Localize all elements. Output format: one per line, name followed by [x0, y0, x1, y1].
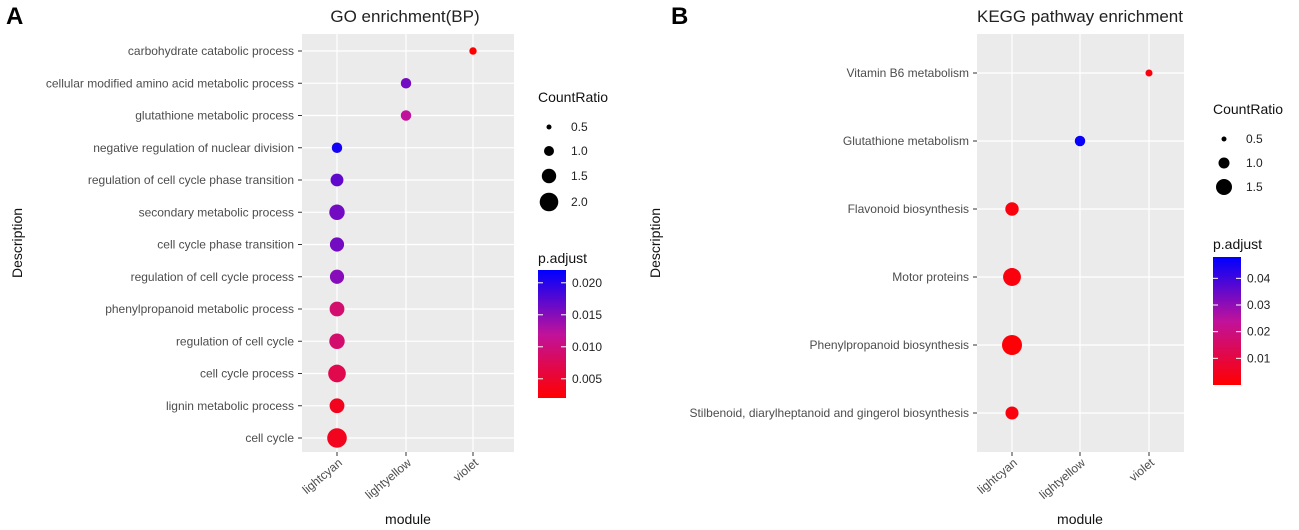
panel-a-x-ticks: lightcyan lightyellow violet — [300, 452, 481, 502]
y-tick-label: lignin metabolic process — [166, 399, 294, 413]
panel-b-size-legend: CountRatio 0.5 1.0 1.5 — [1213, 101, 1283, 195]
panel-a-y-ticks: carbohydrate catabolic process cellular m… — [46, 44, 302, 445]
data-point — [329, 237, 345, 252]
panel-b-size-label: 0.5 — [1246, 132, 1263, 146]
panel-b-y-axis-title: Description — [647, 208, 663, 278]
panel-b-size-label: 1.5 — [1246, 180, 1263, 194]
panel-b-points — [1002, 69, 1153, 420]
panel-a-size-legend: CountRatio 0.5 1.0 1.5 2.0 — [538, 89, 608, 212]
x-tick-label: lightcyan — [300, 456, 345, 497]
y-tick-label: phenylpropanoid metabolic process — [105, 302, 294, 316]
y-tick-label: Motor proteins — [892, 270, 969, 284]
color-bar-label: 0.02 — [1247, 325, 1271, 339]
color-bar-label: 0.010 — [572, 340, 602, 354]
y-tick-label: carbohydrate catabolic process — [128, 44, 294, 58]
color-bar-label: 0.015 — [572, 308, 602, 322]
panel-b-y-ticks: Vitamin B6 metabolism Glutathione metabol… — [689, 66, 977, 420]
panel-b-letter: B — [671, 3, 688, 30]
panel-b-color-bar — [1213, 257, 1241, 385]
panel-a-size-key — [544, 146, 554, 156]
panel-a-size-legend-title: CountRatio — [538, 89, 608, 105]
panel-b-color-legend-title: p.adjust — [1213, 236, 1262, 252]
data-point — [1003, 268, 1021, 286]
panel-a-size-label: 1.5 — [571, 169, 588, 183]
panel-b-size-key — [1216, 179, 1232, 195]
panel-a-x-axis-title: module — [385, 511, 431, 527]
panel-b-size-key — [1218, 157, 1230, 169]
panel-a: A GO enrichment(BP) carbohydrate catabol… — [6, 3, 608, 527]
color-bar-label: 0.03 — [1247, 298, 1271, 312]
x-tick-label: lightcyan — [975, 456, 1020, 497]
panel-a-size-label: 1.0 — [571, 144, 588, 158]
y-tick-label: cell cycle process — [200, 367, 294, 381]
data-point — [329, 333, 345, 349]
y-tick-label: negative regulation of nuclear division — [93, 141, 294, 155]
x-tick-label: lightyellow — [1037, 455, 1089, 502]
panel-a-points — [327, 47, 477, 448]
data-point — [328, 364, 346, 383]
data-point — [331, 142, 343, 153]
data-point — [400, 78, 412, 89]
data-point — [400, 110, 412, 121]
panel-b-title: KEGG pathway enrichment — [977, 7, 1183, 26]
color-bar-label: 0.005 — [572, 372, 602, 386]
panel-b-size-label: 1.0 — [1246, 156, 1263, 170]
panel-a-color-legend: p.adjust 0.005 0.010 0.015 0.020 — [538, 250, 602, 398]
panel-a-color-legend-title: p.adjust — [538, 250, 587, 266]
y-tick-label: regulation of cell cycle process — [131, 270, 294, 284]
panel-b-x-ticks: lightcyan lightyellow violet — [975, 452, 1157, 502]
y-tick-label: Phenylpropanoid biosynthesis — [810, 338, 969, 352]
y-tick-label: Vitamin B6 metabolism — [847, 66, 970, 80]
panel-a-y-axis-title: Description — [9, 208, 25, 278]
panel-b-size-key — [1221, 136, 1227, 142]
y-tick-label: glutathione metabolic process — [135, 109, 294, 123]
panel-b-color-bar-ticks: 0.01 0.02 0.03 0.04 — [1213, 271, 1271, 365]
y-tick-label: regulation of cell cycle — [176, 334, 294, 348]
panel-b-size-legend-title: CountRatio — [1213, 101, 1283, 117]
y-tick-label: secondary metabolic process — [139, 205, 294, 219]
x-tick-label: lightyellow — [363, 455, 415, 502]
panel-a-title: GO enrichment(BP) — [330, 7, 479, 26]
panel-a-color-bar-ticks: 0.005 0.010 0.015 0.020 — [538, 276, 602, 386]
y-tick-label: cell cycle — [245, 431, 294, 445]
data-point — [329, 269, 345, 284]
data-point — [330, 173, 344, 187]
data-point — [1145, 69, 1153, 77]
y-tick-label: cellular modified amino acid metabolic p… — [46, 76, 294, 90]
panel-a-size-label: 2.0 — [571, 195, 588, 209]
data-point — [327, 428, 347, 448]
y-tick-label: Stilbenoid, diarylheptanoid and gingerol… — [689, 406, 969, 420]
data-point — [1002, 335, 1022, 355]
panel-a-size-key — [539, 192, 559, 212]
panel-b: B KEGG pathway enrichment Vitamin B6 met… — [647, 3, 1283, 527]
panel-a-size-key — [541, 168, 557, 184]
x-tick-label: violet — [450, 455, 481, 484]
color-bar-label: 0.01 — [1247, 351, 1271, 365]
y-tick-label: Flavonoid biosynthesis — [848, 202, 969, 216]
panel-a-color-bar — [538, 270, 566, 398]
y-tick-label: Glutathione metabolism — [843, 134, 969, 148]
data-point — [329, 398, 345, 414]
panel-b-color-legend: p.adjust 0.01 0.02 0.03 0.04 — [1213, 236, 1271, 385]
panel-a-size-key — [546, 124, 552, 130]
data-point — [329, 204, 345, 220]
panel-a-size-label: 0.5 — [571, 120, 588, 134]
panel-b-x-axis-title: module — [1057, 511, 1103, 527]
data-point — [1005, 202, 1019, 216]
data-point — [469, 47, 477, 55]
color-bar-label: 0.020 — [572, 276, 602, 290]
data-point — [1005, 406, 1019, 420]
y-tick-label: cell cycle phase transition — [157, 238, 294, 252]
x-tick-label: violet — [1126, 455, 1157, 484]
data-point — [1074, 135, 1086, 147]
panel-a-letter: A — [6, 3, 23, 30]
color-bar-label: 0.04 — [1247, 271, 1271, 285]
data-point — [329, 301, 345, 317]
y-tick-label: regulation of cell cycle phase transitio… — [88, 173, 294, 187]
